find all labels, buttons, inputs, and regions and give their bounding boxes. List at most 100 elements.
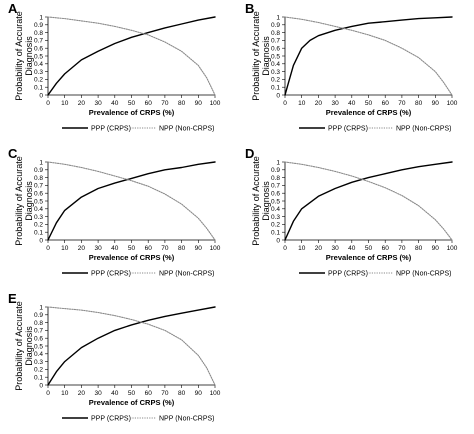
y-tick-label: 0.9 bbox=[34, 22, 43, 29]
y-axis-label: Probability of AccurateDiagnosis bbox=[14, 11, 34, 101]
x-axis-label: Prevalence of CRPS (%) bbox=[326, 108, 412, 117]
x-tick-label: 90 bbox=[195, 100, 203, 107]
y-tick-label: 0.2 bbox=[34, 222, 43, 229]
x-tick-label: 30 bbox=[331, 245, 339, 252]
y-tick-label: 1 bbox=[39, 14, 43, 21]
y-tick-label: 0.5 bbox=[34, 343, 43, 350]
y-tick-label: 0.7 bbox=[34, 38, 43, 45]
y-tick-label: 0.6 bbox=[34, 336, 43, 343]
x-tick-label: 60 bbox=[145, 245, 153, 252]
y-tick-label: 0.1 bbox=[34, 230, 43, 237]
y-tick-label: 0.1 bbox=[271, 85, 280, 92]
y-tick-label: 0.6 bbox=[34, 46, 43, 53]
legend-label: NPP (Non-CRPS) bbox=[159, 271, 215, 278]
series-line-ppp-crps bbox=[47, 306, 216, 386]
y-tick-label: 0 bbox=[39, 382, 43, 389]
y-tick-label: 0.9 bbox=[34, 167, 43, 174]
legend-label: PPP (CRPS) bbox=[91, 126, 131, 133]
y-tick-label: 0.2 bbox=[34, 77, 43, 84]
x-tick-label: 70 bbox=[398, 100, 406, 107]
x-tick-label: 20 bbox=[315, 100, 323, 107]
x-tick-label: 40 bbox=[348, 100, 356, 107]
series-line-ppp-crps bbox=[47, 16, 216, 96]
legend-label: NPP (Non-CRPS) bbox=[396, 126, 452, 133]
chart-panel-c: C00.10.20.30.40.50.60.70.80.910 10 20 30 40 5… bbox=[8, 146, 221, 278]
x-tick-label: 100 bbox=[210, 245, 221, 252]
legend-label: PPP (CRPS) bbox=[328, 126, 368, 133]
x-tick-label: 20 bbox=[78, 100, 86, 107]
x-tick-label: 80 bbox=[415, 100, 423, 107]
y-tick-label: 0.4 bbox=[271, 61, 280, 68]
y-tick-label: 0.3 bbox=[34, 69, 43, 76]
chart-panel-e: E00.10.20.30.40.50.60.70.80.910 10 20 30 40 5… bbox=[8, 291, 221, 423]
y-tick-label: 0.3 bbox=[34, 359, 43, 366]
x-tick-label: 60 bbox=[145, 100, 153, 107]
y-tick-label: 0.7 bbox=[34, 183, 43, 190]
x-tick-label: 100 bbox=[210, 390, 221, 397]
x-tick-label: 70 bbox=[398, 245, 406, 252]
legend-label: NPP (Non-CRPS) bbox=[396, 271, 452, 278]
panel-letter: A bbox=[8, 1, 18, 16]
panel-letter: E bbox=[8, 291, 17, 306]
y-tick-label: 0.9 bbox=[34, 312, 43, 319]
x-tick-label: 50 bbox=[365, 100, 373, 107]
x-tick-label: 10 bbox=[61, 390, 69, 397]
y-tick-label: 0.8 bbox=[271, 30, 280, 37]
x-tick-label: 70 bbox=[161, 390, 169, 397]
x-tick-label: 20 bbox=[315, 245, 323, 252]
x-tick-label: 80 bbox=[178, 390, 186, 397]
series-line-ppp-crps bbox=[284, 161, 453, 241]
series-line-npp-non-crps bbox=[47, 16, 216, 96]
y-tick-label: 0 bbox=[39, 92, 43, 99]
y-tick-label: 0.8 bbox=[34, 30, 43, 37]
x-tick-label: 60 bbox=[382, 245, 390, 252]
y-tick-label: 0 bbox=[39, 237, 43, 244]
legend-label: PPP (CRPS) bbox=[328, 271, 368, 278]
y-axis-label: Probability of AccurateDiagnosis bbox=[14, 156, 34, 246]
x-tick-label: 40 bbox=[111, 100, 119, 107]
x-tick-label: 20 bbox=[78, 245, 86, 252]
y-tick-label: 0.9 bbox=[271, 167, 280, 174]
y-tick-label: 0.4 bbox=[34, 351, 43, 358]
x-tick-label: 0 bbox=[46, 100, 50, 107]
y-tick-label: 1 bbox=[39, 304, 43, 311]
y-tick-label: 0.8 bbox=[34, 320, 43, 327]
y-tick-label: 1 bbox=[39, 159, 43, 166]
y-tick-label: 0.9 bbox=[271, 22, 280, 29]
series-line-npp-non-crps bbox=[47, 161, 216, 241]
x-tick-label: 60 bbox=[145, 390, 153, 397]
y-tick-label: 0.5 bbox=[271, 198, 280, 205]
y-tick-label: 1 bbox=[276, 159, 280, 166]
x-tick-label: 80 bbox=[178, 245, 186, 252]
y-tick-label: 0 bbox=[276, 92, 280, 99]
x-tick-label: 90 bbox=[195, 245, 203, 252]
y-tick-label: 1 bbox=[276, 14, 280, 21]
x-tick-label: 0 bbox=[46, 390, 50, 397]
x-axis-label: Prevalence of CRPS (%) bbox=[326, 253, 412, 262]
x-tick-label: 60 bbox=[382, 100, 390, 107]
x-tick-label: 10 bbox=[61, 245, 69, 252]
y-tick-label: 0.4 bbox=[34, 61, 43, 68]
panel-letter: B bbox=[245, 1, 254, 16]
x-tick-label: 30 bbox=[331, 100, 339, 107]
y-axis-label: Probability of AccurateDiagnosis bbox=[14, 301, 34, 391]
chart-panel-a: A00.10.20.30.40.50.60.70.80.910 10 20 30 40 5… bbox=[8, 1, 221, 133]
y-tick-label: 0.7 bbox=[34, 328, 43, 335]
y-tick-label: 0.1 bbox=[34, 375, 43, 382]
x-tick-label: 0 bbox=[283, 100, 287, 107]
series-line-npp-non-crps bbox=[47, 306, 216, 386]
x-tick-label: 80 bbox=[178, 100, 186, 107]
series-line-ppp-crps bbox=[284, 16, 453, 96]
x-tick-label: 90 bbox=[432, 245, 440, 252]
x-tick-label: 80 bbox=[415, 245, 423, 252]
x-tick-label: 40 bbox=[348, 245, 356, 252]
y-axis-label: Probability of AccurateDiagnosis bbox=[251, 156, 271, 246]
y-tick-label: 0.5 bbox=[34, 198, 43, 205]
legend-label: PPP (CRPS) bbox=[91, 416, 131, 423]
y-tick-label: 0.6 bbox=[271, 46, 280, 53]
y-tick-label: 0.1 bbox=[271, 230, 280, 237]
legend-label: NPP (Non-CRPS) bbox=[159, 126, 215, 133]
chart-panel-d: D00.10.20.30.40.50.60.70.80.910 10 20 30 40 5… bbox=[245, 146, 458, 278]
y-tick-label: 0.3 bbox=[271, 69, 280, 76]
